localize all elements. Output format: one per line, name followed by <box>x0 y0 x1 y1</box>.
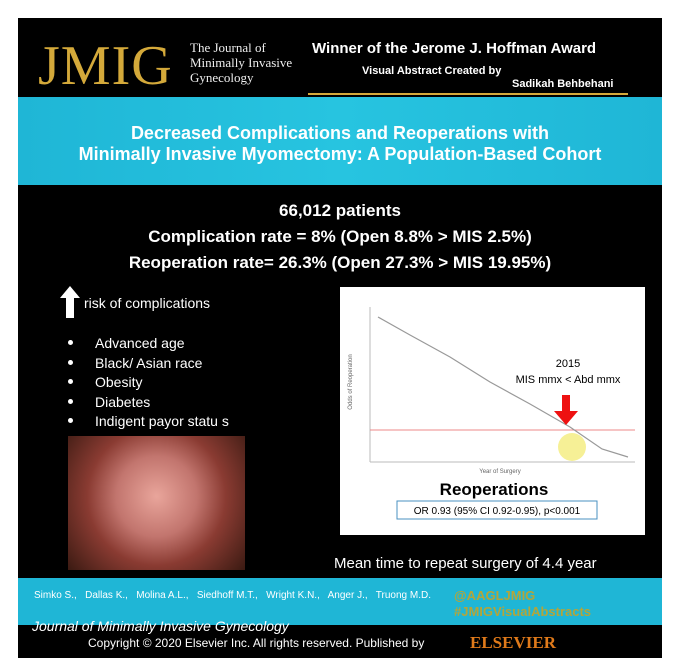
risk-heading: risk of complications <box>84 295 211 311</box>
handles: @AAGLJMIG #JMIGVisualAbstracts <box>454 588 591 620</box>
risk-list: Advanced age Black/ Asian race Obesity Diab… <box>68 334 229 432</box>
surgery-photo <box>68 436 245 570</box>
logo: JMIG <box>38 35 173 97</box>
author-band <box>18 578 662 625</box>
risk-text: Obesity <box>95 374 143 390</box>
up-arrow <box>60 286 80 318</box>
stat: Reoperation rate= 26.3% (Open 27.3% > MI… <box>128 253 552 272</box>
mean-time: Mean time to repeat surgery of 4.4 year <box>334 555 597 572</box>
risk-text: Diabetes <box>95 393 151 410</box>
risk-item: Obesity <box>68 373 229 393</box>
risk-text: Black/ Asian race <box>95 354 203 371</box>
journal-line: The Journal of <box>190 40 266 55</box>
title-band: Decreased Complications and Reoperations… <box>18 97 662 185</box>
bullet <box>68 418 73 423</box>
risk-text: Advanced age <box>95 335 185 351</box>
result: OR 0.93 (95% CI 0.92-0.95), p<0.001 <box>414 506 581 517</box>
risk-text: Indigent payor statu s <box>95 413 229 429</box>
created-by: Visual Abstract Created by <box>362 65 502 77</box>
x-label: Year of Surgery <box>479 469 520 475</box>
stats: 66,012 patients Complication rate = 8% (… <box>18 198 662 276</box>
bullet <box>68 398 73 404</box>
journal-name: The Journal of Minimally Invasive Gyneco… <box>190 40 292 85</box>
stat: Complication rate = 8% (Open 8.8% > MIS … <box>148 227 532 246</box>
risk-item: Diabetes <box>68 393 229 413</box>
title-line: Minimally Invasive Myomectomy: A Populat… <box>78 144 602 164</box>
rule <box>308 93 628 95</box>
handle: #JMIGVisualAbstracts <box>454 604 592 619</box>
bullet <box>68 379 73 384</box>
footer-journal: Journal of Minimally Invasive Gynecology <box>32 618 289 634</box>
handle: @AAGLJMIG <box>454 588 536 603</box>
note: MIS mmx < Abd mmx <box>516 374 621 386</box>
year: 2015 <box>556 358 580 370</box>
title-line: Decreased Complications and Reoperations… <box>130 123 550 143</box>
copyright: Copyright © 2020 Elsevier Inc. All right… <box>88 636 425 650</box>
risk-item: Black/ Asian race <box>68 354 229 374</box>
poster: JMIG The Journal of Minimally Invasive G… <box>18 18 662 658</box>
bullet <box>68 359 73 365</box>
title: Decreased Complications and Reoperations… <box>18 123 662 165</box>
stat: 66,012 patients <box>279 201 401 220</box>
risk-item: Advanced age <box>68 334 229 354</box>
figure-heading: Reoperations <box>440 480 549 499</box>
y-label: Odds of Reoperation <box>348 354 354 409</box>
journal-line: Gynecology <box>190 70 254 85</box>
publisher: ELSEVIER <box>470 633 556 652</box>
bullet <box>68 340 73 345</box>
figure: Odds of Reoperation Year of Surgery 2015… <box>340 287 645 535</box>
risk-item: Indigent payor statu s <box>68 412 229 432</box>
award: Winner of the Jerome J. Hoffman Award <box>312 40 597 57</box>
authors: Simko S., Dallas K., Molina A.L., Siedho… <box>34 590 432 601</box>
figure-plot: Odds of Reoperation Year of Surgery 2015… <box>348 307 635 520</box>
author: Sadikah Behbehani <box>512 78 614 90</box>
journal-line: Minimally Invasive <box>190 55 293 70</box>
